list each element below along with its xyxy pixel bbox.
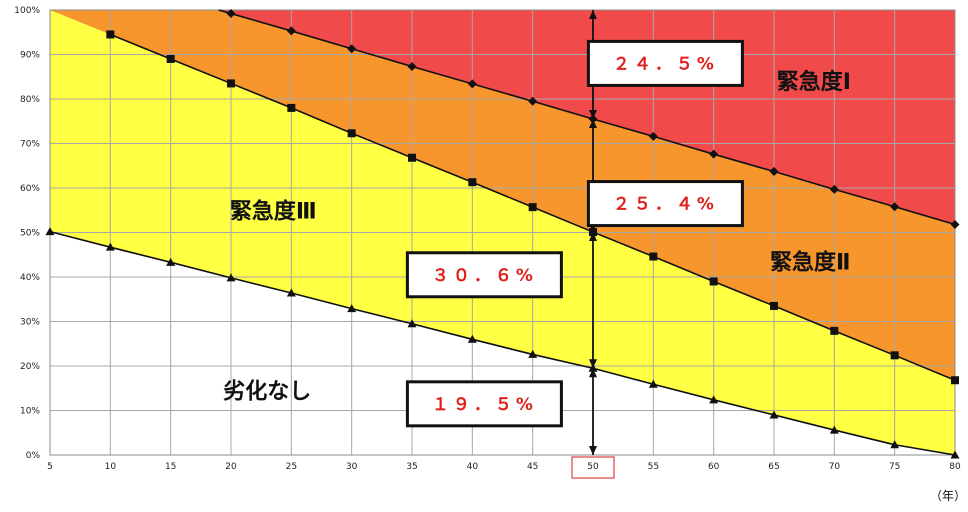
diamond-marker [769, 167, 779, 177]
highlighted-tick-box [571, 456, 615, 479]
triangle-marker [950, 450, 960, 459]
x-tick-label: 50 [587, 462, 599, 472]
triangle-marker [226, 273, 236, 282]
x-tick-labels: 5 10 15 20 25 30 35 40 45 50 55 60 65 70 75 80 [47, 456, 961, 479]
percentage-text: １９．５% [432, 395, 537, 415]
x-tick-label: 80 [949, 462, 961, 472]
region-labels: 緊急度Ⅰ 緊急度Ⅱ 緊急度Ⅲ 劣化なし [223, 69, 851, 404]
arrow-head-down [589, 110, 597, 120]
arrow-head-bottom [589, 446, 597, 455]
y-tick-label: 20% [20, 362, 40, 372]
region-label: 緊急度Ⅱ [770, 249, 851, 275]
triangle-marker [829, 425, 839, 434]
series-markers [45, 9, 960, 459]
square-marker [287, 103, 296, 112]
x-tick-label: 35 [406, 462, 417, 472]
line-boundary-level2-level1 [218, 9, 956, 226]
arrow-head-up [589, 232, 597, 242]
x-tick-label: 25 [286, 462, 297, 472]
triangle-marker [648, 379, 658, 388]
x-tick-label: 20 [225, 462, 237, 472]
x-tick-label: 60 [708, 462, 720, 472]
triangle-marker [105, 242, 115, 251]
x-tick-label: 40 [467, 462, 479, 472]
percentage-box [405, 251, 563, 299]
diamond-marker [286, 26, 296, 36]
y-tick-label: 60% [20, 184, 40, 194]
y-tick-labels: 0% 10% 20% 30% 40% 50% 60% 70% 80% 90% 100% [14, 6, 40, 461]
y-tick-label: 30% [20, 318, 40, 328]
region-label: 劣化なし [223, 378, 311, 404]
diamond-marker [528, 96, 538, 106]
x-tick-label: 70 [829, 462, 841, 472]
y-tick-label: 40% [20, 273, 40, 283]
x-tick-label: 75 [889, 462, 900, 472]
annotations: ２４．５% ２５．４% ３０．６% １９．５% [405, 39, 744, 428]
square-marker [408, 153, 416, 162]
square-marker [528, 203, 537, 212]
region-label: 緊急度Ⅲ [230, 198, 317, 224]
arrow-head-up [589, 119, 597, 129]
triangle-marker [407, 319, 417, 328]
triangle-marker [709, 395, 719, 404]
x-tick-label: 30 [346, 462, 358, 472]
square-marker [951, 376, 959, 385]
triangle-marker [528, 349, 538, 358]
x-unit-label: （年） [930, 489, 966, 503]
diamond-marker [829, 184, 839, 194]
square-marker [709, 277, 718, 286]
square-marker [227, 79, 235, 88]
percentage-box [586, 39, 744, 87]
diamond-marker [890, 202, 900, 212]
x-tick-label: 65 [768, 462, 779, 472]
diamond-marker [709, 149, 719, 159]
percentage-text: ２５．４% [613, 195, 718, 215]
x-tick-label: 45 [527, 462, 538, 472]
diamond-marker [648, 131, 658, 141]
triangle-marker [286, 288, 296, 297]
diamond-marker [467, 79, 477, 89]
square-marker [649, 252, 658, 261]
region-label: 緊急度Ⅰ [777, 69, 851, 95]
triangle-marker [45, 227, 55, 236]
arrow-head-down [589, 359, 597, 369]
diamond-marker [347, 44, 357, 54]
y-tick-label: 90% [20, 51, 40, 61]
x-tick-label: 5 [47, 462, 53, 472]
y-tick-label: 10% [20, 407, 40, 417]
triangle-marker [166, 257, 176, 266]
triangle-marker [347, 304, 357, 313]
line-boundary-none-level3 [49, 230, 956, 456]
x-tick-label: 10 [105, 462, 117, 472]
square-marker [468, 178, 477, 187]
arrow-head-up [589, 368, 597, 378]
x-tick-label: 55 [648, 462, 659, 472]
square-marker [166, 54, 175, 63]
square-marker [830, 326, 839, 335]
triangle-marker [890, 440, 900, 449]
triangle-marker [467, 334, 477, 343]
x-tick-label: 15 [165, 462, 176, 472]
diamond-marker [226, 9, 236, 19]
percentage-box [586, 180, 744, 228]
y-tick-label: 70% [20, 140, 40, 150]
square-marker [890, 351, 899, 360]
square-marker [106, 30, 115, 39]
arrow-head-top [589, 10, 597, 19]
y-tick-label: 50% [20, 229, 40, 239]
y-tick-label: 100% [14, 6, 40, 16]
square-marker [347, 129, 356, 138]
triangle-marker [769, 410, 779, 419]
percentage-text: ３０．６% [432, 266, 537, 286]
percentage-box [405, 380, 563, 428]
y-tick-label: 80% [20, 95, 40, 105]
region-none [50, 231, 955, 455]
y-tick-label: 0% [26, 451, 41, 461]
diamond-marker [407, 62, 417, 72]
square-marker [770, 301, 778, 310]
percentage-text: ２４．５% [613, 54, 718, 74]
diamond-marker [950, 219, 960, 229]
